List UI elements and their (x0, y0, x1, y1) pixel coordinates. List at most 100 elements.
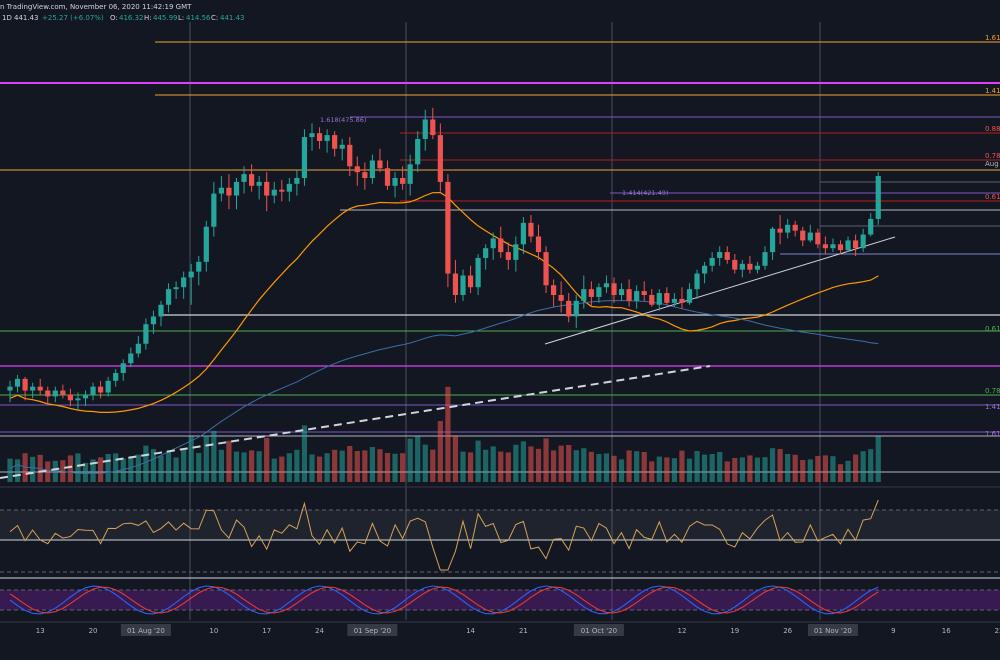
candle-body (513, 244, 519, 260)
x-tick-box (347, 624, 398, 636)
candle-body (188, 271, 194, 278)
volume-bar (634, 451, 640, 482)
volume-bar (181, 448, 187, 482)
volume-bar (14, 459, 21, 482)
open-value: 416.32 (119, 14, 144, 22)
volume-bar (354, 451, 360, 482)
volume-bar (430, 449, 436, 482)
fib-level-label: 1.414 (985, 87, 1000, 95)
high-label: H: (144, 14, 152, 22)
volume-bar (165, 451, 172, 482)
volume-bar (732, 458, 738, 482)
x-tick-label: 01 Oct '20 (581, 627, 617, 635)
volume-bar (800, 460, 806, 482)
fib-level-label: 0.786 (985, 387, 1000, 395)
volume-bar (384, 453, 391, 482)
dashed-trendline (0, 365, 711, 479)
volume-bar (67, 455, 73, 482)
candle-body (211, 193, 217, 227)
high-value: 445.99 (153, 14, 178, 22)
x-tick-label: 14 (466, 627, 475, 635)
candle-body (845, 240, 851, 251)
volume-bar (520, 441, 526, 482)
volume-bar (52, 460, 58, 482)
x-tick-label: 13 (36, 627, 45, 635)
candle-body (264, 181, 270, 196)
volume-bar (837, 464, 844, 482)
candle-body (150, 316, 157, 325)
candle-body (626, 289, 632, 301)
x-tick-label: 01 Nov '20 (814, 627, 852, 635)
candle-body (362, 172, 368, 178)
fib-level-label: 1.414 (985, 403, 1000, 411)
volume-bar (603, 453, 610, 482)
candle-body (279, 189, 285, 192)
x-tick-label: 12 (677, 627, 686, 635)
candle-body (218, 187, 224, 194)
candle-body (830, 244, 836, 249)
candle-body (52, 390, 58, 397)
rsi-band (0, 510, 1000, 540)
candle-body (226, 187, 232, 196)
volume-bar (173, 457, 179, 482)
candle-body (82, 394, 89, 399)
volume-bar (551, 450, 557, 482)
candle-body (377, 160, 383, 169)
candle-body (60, 390, 66, 395)
candle-body (30, 386, 36, 391)
volume-bar (490, 446, 496, 482)
low-value: 414.56 (186, 14, 211, 22)
volume-bar (807, 459, 813, 482)
x-tick-label: 10 (209, 627, 218, 635)
volume-bar (226, 440, 232, 482)
candle-body (430, 119, 436, 136)
candle-body (143, 324, 149, 344)
interval-label[interactable]: 1D (2, 14, 12, 22)
volume-bar (611, 455, 617, 482)
volume-bar (422, 444, 428, 482)
candle-body (837, 244, 844, 251)
candle-body (566, 300, 572, 317)
volume-bar (649, 461, 655, 482)
candle-body (671, 298, 677, 303)
volume-bar (143, 445, 149, 482)
volume-bar (626, 450, 632, 482)
candle-body (611, 283, 617, 295)
volume-bar (445, 386, 451, 482)
volume-bar (724, 461, 730, 482)
stoch-d-line (9, 586, 879, 614)
candle-body (618, 289, 625, 295)
candle-body (543, 252, 549, 286)
volume-bar (339, 450, 345, 482)
candle-body (603, 283, 610, 288)
candle-body (634, 291, 640, 301)
rsi-line (9, 499, 879, 571)
candle-body (498, 238, 504, 253)
volume-bar (596, 454, 602, 482)
candle-body (309, 133, 315, 138)
x-tick-label: 23 (995, 627, 1000, 635)
candle-body (664, 293, 670, 303)
fib-level-label: 0.786 (985, 152, 1000, 160)
volume-bar (475, 440, 481, 482)
candle-body (596, 287, 602, 297)
volume-bar (845, 460, 851, 482)
x-tick-box (807, 624, 858, 636)
candle-body (679, 298, 685, 303)
volume-bar (150, 449, 157, 482)
candle-body (422, 119, 428, 139)
x-tick-label: 24 (315, 627, 324, 635)
volume-bar (218, 449, 224, 482)
candle-body (551, 285, 557, 295)
candle-body (785, 224, 791, 233)
volume-bar (7, 458, 13, 482)
volume-bar (505, 452, 511, 482)
fib-level-label: 1.618 (985, 34, 1000, 42)
volume-bar (860, 451, 866, 482)
extension-label: 1.618(475.86) (320, 116, 366, 124)
candle-body (14, 378, 21, 387)
candle-body (520, 222, 526, 245)
ohlc-header: 1D 441.43 +25.27 (+6.07%) O: 416.32 H: 4… (0, 11, 1000, 33)
candle-body (747, 263, 753, 270)
